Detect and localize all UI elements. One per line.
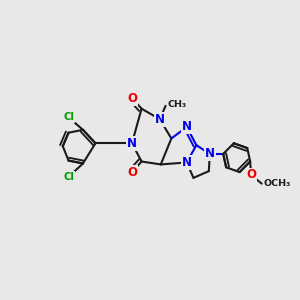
Text: OCH₃: OCH₃ xyxy=(264,179,291,188)
Text: O: O xyxy=(127,92,137,105)
Text: N: N xyxy=(155,113,165,126)
Text: O: O xyxy=(246,169,256,182)
Text: N: N xyxy=(182,156,192,169)
Text: O: O xyxy=(127,166,137,178)
Text: Cl: Cl xyxy=(63,112,74,122)
Text: CH₃: CH₃ xyxy=(167,100,187,109)
Text: N: N xyxy=(127,137,137,150)
Text: N: N xyxy=(205,147,215,160)
Text: Cl: Cl xyxy=(63,172,74,182)
Text: N: N xyxy=(182,120,192,134)
